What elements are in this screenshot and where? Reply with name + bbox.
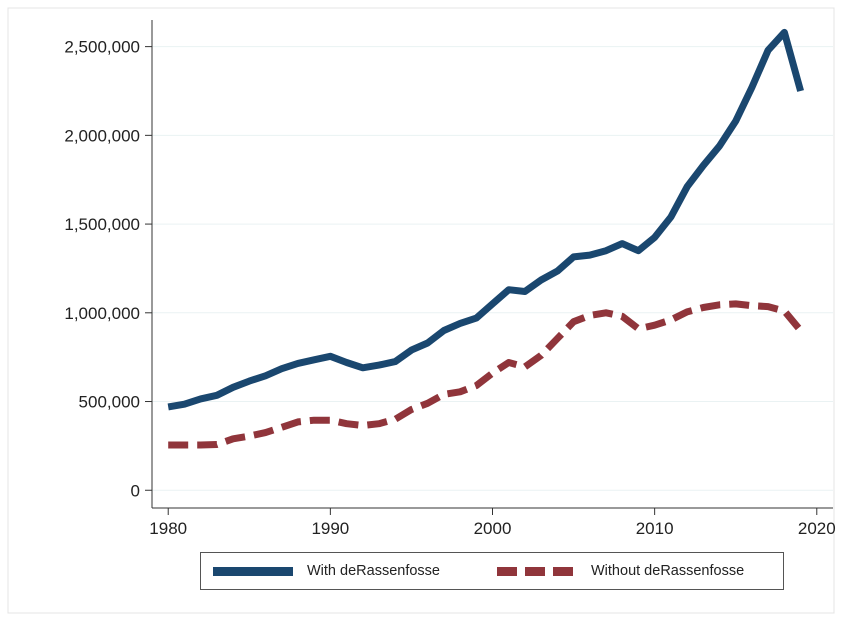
legend: With deRassenfosse Without deRassenfosse (200, 552, 784, 590)
legend-label-without: Without deRassenfosse (591, 563, 745, 579)
x-tick-label: 2000 (474, 519, 512, 538)
series-line-without (168, 300, 804, 449)
y-tick-label: 1,000,000 (64, 304, 140, 323)
grid-lines (152, 46, 833, 491)
y-tick-label: 0 (131, 481, 140, 500)
x-tick-label: 1980 (149, 519, 187, 538)
y-tick-label: 2,500,000 (64, 38, 140, 57)
legend-swatch-solid-line (213, 566, 293, 576)
plot-region-frame (7, 7, 835, 614)
tick-labels: 0 500,000 1,000,000 1,500,000 2,000,000 2,500… (64, 38, 835, 538)
legend-swatch-dashed-line (497, 566, 577, 576)
axes (145, 20, 833, 515)
legend-entry-without: Without deRassenfosse (497, 553, 744, 589)
y-tick-label: 500,000 (79, 393, 140, 412)
x-tick-label: 2010 (636, 519, 674, 538)
y-tick-label: 1,500,000 (64, 215, 140, 234)
series-line-with (167, 28, 804, 411)
legend-label-with: With deRassenfosse (307, 563, 440, 579)
series-lines (167, 28, 804, 449)
x-tick-label: 2020 (798, 519, 836, 538)
legend-entry-with: With deRassenfosse (213, 553, 440, 589)
x-tick-label: 1990 (311, 519, 349, 538)
y-tick-label: 2,000,000 (64, 126, 140, 145)
